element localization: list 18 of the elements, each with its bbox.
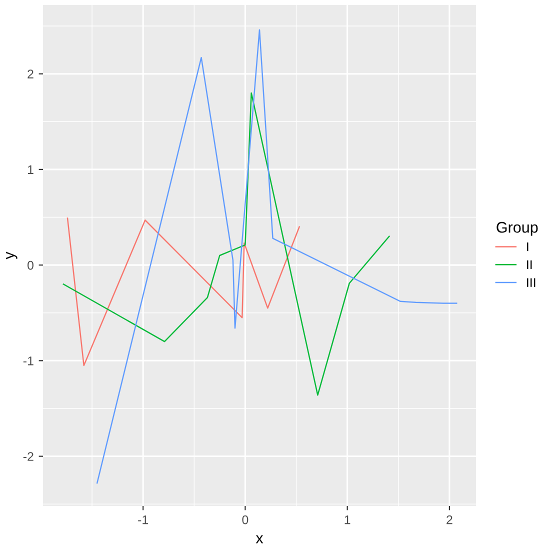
line-series (66, 218, 300, 366)
y-axis-title: y (6, 252, 18, 260)
x-tick-label: 0 (242, 515, 248, 524)
legend-label: III (527, 278, 536, 287)
x-axis-title: x (256, 535, 264, 544)
y-tick-label: -2 (23, 452, 34, 461)
y-tick-label: 2 (28, 70, 34, 78)
legend-label: I (527, 242, 528, 252)
line-series (62, 92, 390, 396)
y-tick-label: -1 (23, 356, 34, 366)
x-tick-label: -1 (138, 515, 148, 524)
legend-label: II (527, 260, 532, 269)
x-tick-label: 1 (344, 515, 350, 524)
y-tick-label: 0 (28, 260, 34, 270)
legend-title: Group (496, 222, 538, 236)
y-tick-label: 1 (28, 165, 34, 174)
x-tick-label: 2 (446, 515, 452, 524)
line-series (96, 29, 458, 484)
